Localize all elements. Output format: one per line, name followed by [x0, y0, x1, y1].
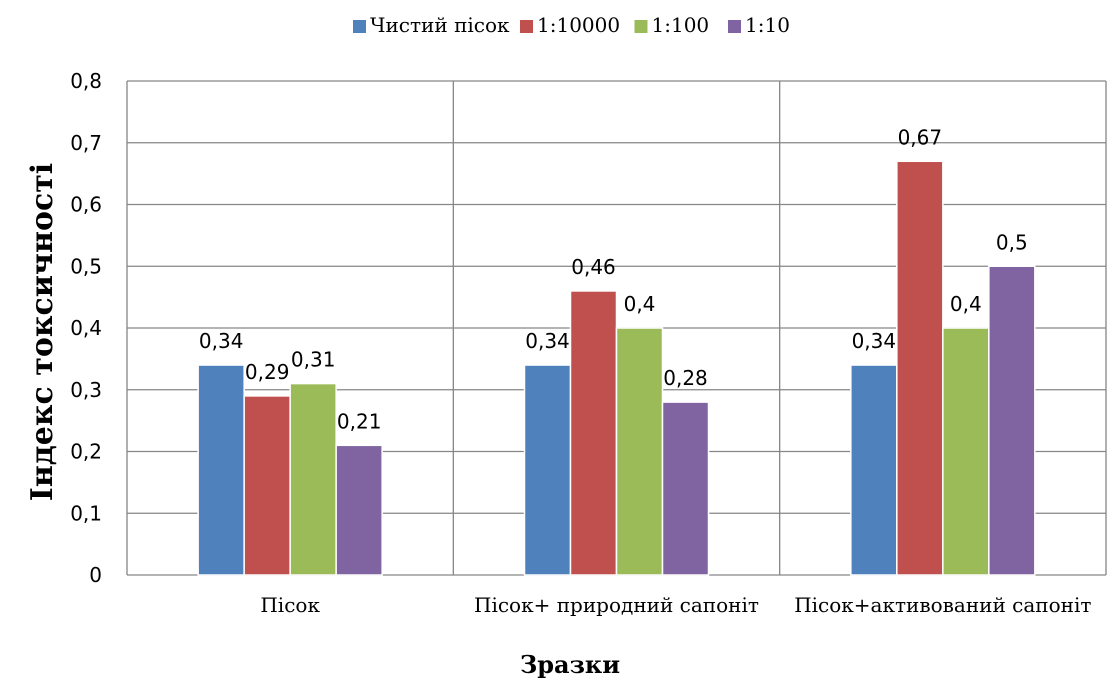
bar — [942, 327, 990, 576]
x-category-label: Пісок+активований сапоніт — [794, 593, 1091, 617]
data-label: 0,46 — [571, 255, 616, 279]
y-tick-label: 0,2 — [70, 440, 102, 464]
bars — [197, 160, 1036, 576]
y-tick-label: 0,1 — [70, 501, 102, 525]
y-axis-ticks: 0 0,1 0,2 0,3 0,4 0,5 0,6 0,7 0,8 — [70, 69, 102, 587]
data-label: 0,4 — [950, 292, 982, 316]
bar — [335, 444, 383, 576]
legend-item: Чистий пісок — [353, 13, 510, 37]
legend-label: 1:100 — [652, 13, 710, 37]
y-tick-label: 0,4 — [70, 316, 102, 340]
legend-swatch — [728, 20, 741, 33]
y-tick-label: 0,5 — [70, 254, 102, 278]
legend-item: 1:100 — [634, 13, 710, 37]
bar — [615, 327, 664, 576]
legend-swatch — [520, 20, 533, 33]
bar — [289, 382, 337, 576]
chart-legend: Чистий пісок 1:10000 1:100 1:10 — [353, 13, 790, 37]
data-label: 0,29 — [245, 360, 290, 384]
bar — [569, 290, 618, 576]
bar — [988, 265, 1036, 576]
y-axis-title: Індекс токсичності — [25, 163, 60, 501]
data-label: 0,4 — [624, 292, 656, 316]
x-category-label: Пісок+ природний сапоніт — [474, 593, 759, 617]
bar — [896, 160, 944, 576]
data-label: 0,34 — [852, 329, 897, 353]
y-tick-label: 0,3 — [70, 378, 102, 402]
y-tick-label: 0 — [89, 563, 102, 587]
bar — [850, 364, 898, 576]
legend-item: 1:10 — [728, 13, 790, 37]
y-tick-label: 0,6 — [70, 193, 102, 217]
bar — [197, 364, 245, 576]
legend-swatch — [353, 20, 366, 33]
data-label: 0,21 — [337, 409, 382, 433]
x-axis-title: Зразки — [520, 650, 620, 679]
data-label: 0,5 — [996, 230, 1028, 254]
data-label: 0,67 — [898, 125, 943, 149]
legend-swatch — [634, 20, 648, 33]
bar — [661, 401, 710, 576]
legend-label: Чистий пісок — [370, 13, 510, 37]
bar — [243, 395, 291, 576]
data-labels: 0,34 0,34 0,340,290,460,670,310,4 0,40,210,… — [199, 125, 1028, 433]
x-axis-categories: Пісок Пісок+ природний сапоніт Пісок+актив… — [260, 593, 1091, 617]
x-category-label: Пісок — [260, 593, 320, 617]
data-label: 0,28 — [663, 366, 708, 390]
legend-label: 1:10000 — [537, 13, 620, 37]
y-tick-label: 0,7 — [70, 131, 102, 155]
legend-label: 1:10 — [745, 13, 790, 37]
data-label: 0,34 — [199, 329, 244, 353]
data-label: 0,31 — [291, 348, 336, 372]
legend-item: 1:10000 — [520, 13, 620, 37]
bar — [523, 364, 572, 576]
y-tick-label: 0,8 — [70, 69, 102, 93]
data-label: 0,34 — [525, 329, 570, 353]
